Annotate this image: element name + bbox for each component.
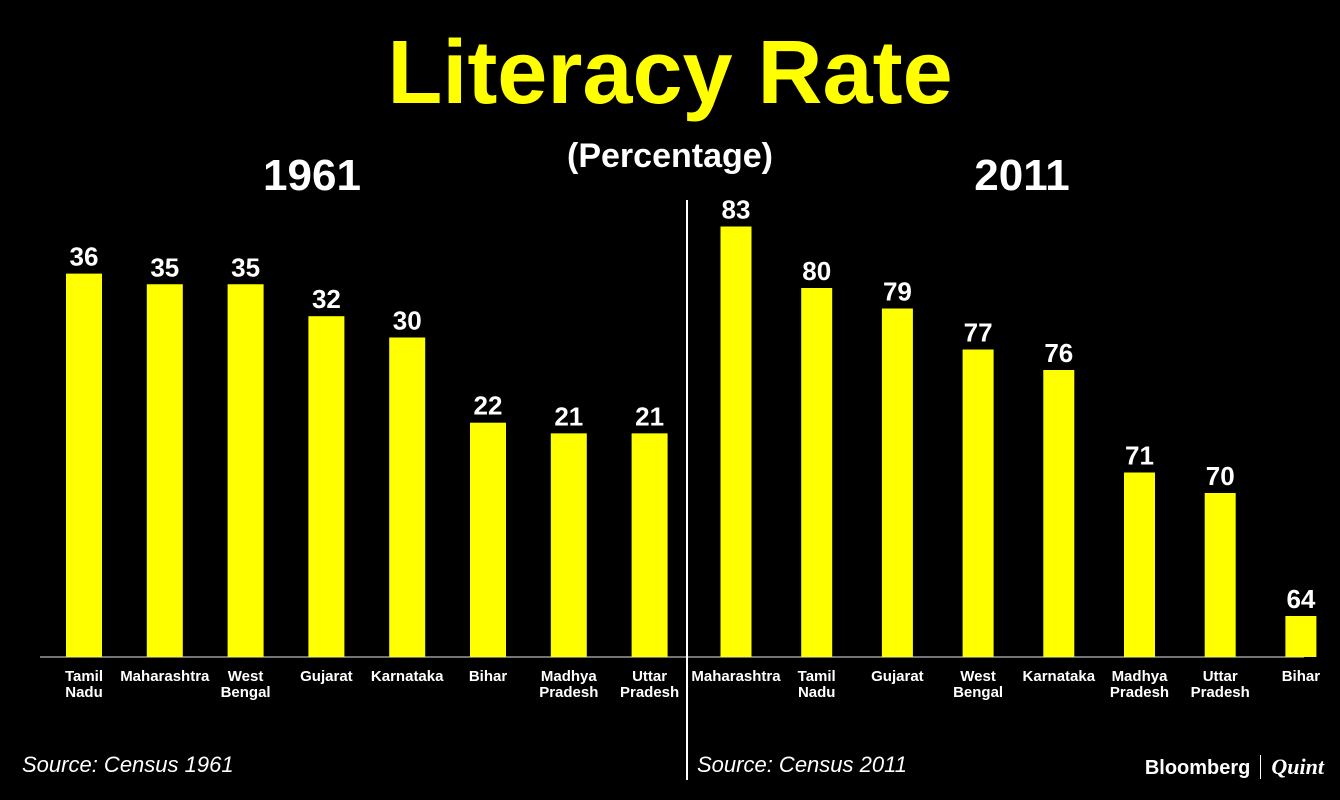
logo-brand: Bloomberg (1144, 757, 1251, 779)
tick-label-2011-7: Bihar (1282, 668, 1321, 685)
logo-separator (1260, 755, 1262, 779)
tick-label-2011-4: Karnataka (1023, 668, 1096, 685)
bar-1961-0 (66, 273, 102, 657)
data-label-1961-3: 32 (312, 284, 341, 314)
data-label-2011-3: 77 (964, 318, 993, 348)
tick-label-1961-1: Maharashtra (120, 668, 210, 685)
tick-label-2011-1: Tamil Nadu (798, 668, 836, 701)
data-label-2011-4: 76 (1044, 338, 1073, 368)
tick-label-1961-5: Bihar (469, 668, 508, 685)
bar-2011-1 (801, 288, 833, 657)
tick-label-1961-3: Gujarat (300, 668, 353, 685)
bar-1961-2 (227, 284, 264, 657)
data-label-1961-4: 30 (393, 306, 422, 336)
panel-title-2011: 2011 (974, 151, 1069, 200)
data-label-1961-5: 22 (474, 391, 503, 421)
tick-label-1961-0: Tamil Nadu (65, 668, 103, 701)
source-left: Source: Census 1961 (22, 752, 234, 777)
bar-1961-3 (308, 316, 345, 657)
bar-1961-5 (470, 422, 506, 657)
data-label-1961-6: 21 (554, 401, 583, 431)
chart-subtitle: (Percentage) (567, 137, 773, 175)
tick-label-2011-6: Uttar Pradesh (1191, 668, 1250, 701)
data-label-1961-1: 35 (150, 252, 179, 282)
tick-label-1961-4: Karnataka (371, 668, 444, 685)
bar-2011-7 (1285, 616, 1317, 657)
data-label-1961-7: 21 (635, 401, 664, 431)
bloomberg-quint-logo: Bloomberg Quint (1145, 754, 1324, 780)
bar-1961-7 (631, 433, 668, 657)
tick-label-1961-6: Madhya Pradesh (539, 668, 598, 701)
data-label-2011-1: 80 (802, 256, 831, 286)
bar-2011-5 (1124, 472, 1155, 657)
data-label-1961-0: 36 (70, 242, 99, 272)
bar-2011-0 (720, 226, 752, 657)
bar-2011-6 (1204, 493, 1236, 657)
data-label-1961-2: 35 (231, 252, 260, 282)
tick-label-2011-3: West Bengal (953, 668, 1003, 701)
logo-partner: Quint (1271, 754, 1324, 779)
data-label-2011-7: 64 (1286, 584, 1315, 614)
chart-title: Literacy Rate (387, 23, 953, 123)
bar-2011-3 (962, 349, 994, 657)
bar-1961-4 (389, 337, 426, 657)
bar-1961-1 (146, 284, 183, 657)
tick-label-2011-2: Gujarat (871, 668, 924, 685)
tick-label-1961-7: Uttar Pradesh (620, 668, 679, 701)
tick-label-1961-2: West Bengal (221, 668, 271, 701)
data-label-2011-5: 71 (1125, 441, 1154, 471)
panel-title-1961: 1961 (263, 151, 361, 200)
bar-1961-6 (550, 433, 587, 657)
tick-label-2011-5: Madhya Pradesh (1110, 668, 1169, 701)
source-right: Source: Census 2011 (697, 752, 907, 777)
tick-label-2011-0: Maharashtra (691, 668, 781, 685)
data-label-2011-2: 79 (883, 277, 912, 307)
data-label-2011-0: 83 (722, 195, 751, 225)
bar-2011-4 (1043, 370, 1075, 657)
bar-2011-2 (881, 308, 913, 657)
data-label-2011-6: 70 (1206, 461, 1235, 491)
